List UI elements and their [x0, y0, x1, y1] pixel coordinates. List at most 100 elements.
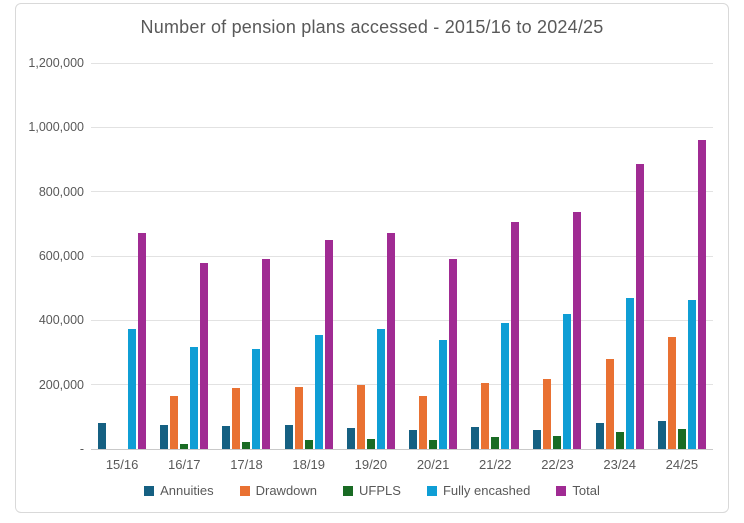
- bar-fully-encashed: [501, 323, 510, 449]
- bar-annuities: [595, 423, 604, 449]
- bar-fully-encashed: [563, 314, 572, 449]
- bar-group-21-22: [464, 63, 526, 449]
- bar-group-22-23: [526, 63, 588, 449]
- bar-group-20-21: [402, 63, 464, 449]
- legend-label-drawdown: Drawdown: [255, 483, 318, 498]
- plot-area: [91, 62, 713, 450]
- bar-ufpls: [553, 436, 562, 449]
- legend-item-total: Total: [556, 483, 600, 498]
- bar-fully-encashed: [252, 349, 261, 449]
- y-axis-tick-label: 1,000,000: [28, 120, 84, 135]
- bar-annuities: [409, 430, 418, 449]
- bar-total: [386, 233, 395, 449]
- x-axis-tick-label: 16/17: [168, 457, 201, 472]
- x-axis-tick-label: 22/23: [541, 457, 574, 472]
- bar-ufpls: [615, 432, 624, 449]
- bar-total: [138, 233, 147, 449]
- bar-group-16-17: [153, 63, 215, 449]
- bar-total: [324, 240, 333, 449]
- bar-drawdown: [170, 396, 179, 449]
- legend-swatch-total: [556, 485, 567, 496]
- bar-drawdown: [419, 396, 428, 449]
- x-axis-tick-label: 15/16: [105, 457, 139, 472]
- bar-fully-encashed: [439, 340, 448, 449]
- bar-fully-encashed: [625, 298, 634, 449]
- legend-label-total: Total: [572, 483, 600, 498]
- bar-drawdown: [543, 379, 552, 449]
- bar-group-15-16: [91, 63, 153, 449]
- bar-fully-encashed: [314, 335, 323, 449]
- bar-annuities: [222, 426, 231, 449]
- bar-drawdown: [294, 387, 303, 449]
- chart-title: Number of pension plans accessed - 2015/…: [140, 17, 604, 37]
- bar-annuities: [346, 428, 355, 449]
- legend-swatch-drawdown: [239, 485, 250, 496]
- bar-group-24-25: [651, 63, 713, 449]
- y-axis-tick-label: 1,200,000: [28, 56, 84, 70]
- legend-item-drawdown: Drawdown: [239, 483, 318, 498]
- x-axis-tick-label: 24/25: [665, 457, 699, 472]
- bar-ufpls: [366, 439, 375, 449]
- legend-item-ufpls: UFPLS: [343, 483, 401, 498]
- x-axis-line: [91, 449, 713, 450]
- gridline: [91, 384, 713, 386]
- x-axis-tick-label: 17/18: [230, 457, 263, 472]
- legend: Annuities Drawdown UFPLS Fully encashed Tota…: [16, 483, 728, 498]
- bar-fully-encashed: [687, 300, 696, 449]
- y-axis-tick-label: 400,000: [38, 313, 84, 328]
- bar-drawdown: [667, 337, 676, 449]
- bar-total: [262, 259, 271, 449]
- legend-item-fully-encashed: Fully encashed: [426, 483, 531, 498]
- legend-swatch-fully-encashed: [426, 485, 437, 496]
- bar-group-19-20: [340, 63, 402, 449]
- legend-label-annuities: Annuities: [160, 483, 214, 498]
- bar-fully-encashed: [128, 329, 137, 449]
- bar-drawdown: [356, 385, 365, 449]
- bar-group-17-18: [215, 63, 277, 449]
- x-axis-tick-label: 18/19: [292, 457, 325, 472]
- bar-annuities: [160, 425, 169, 449]
- gridline: [91, 319, 713, 321]
- x-axis-tick-label: 20/21: [416, 457, 450, 472]
- gridline: [91, 62, 713, 64]
- bar-total: [511, 222, 520, 449]
- bar-ufpls: [429, 440, 438, 449]
- bar-ufpls: [242, 442, 251, 449]
- bar-total: [573, 212, 582, 449]
- bar-drawdown: [605, 359, 614, 449]
- bar-ufpls: [491, 437, 500, 449]
- bar-drawdown: [481, 383, 490, 449]
- bar-total: [697, 140, 706, 449]
- bar-annuities: [533, 430, 542, 449]
- y-axis-tick-label: -: [79, 442, 84, 456]
- bar-annuities: [284, 425, 293, 449]
- y-axis-tick-label: 800,000: [38, 184, 84, 199]
- bar-total: [635, 164, 644, 449]
- gridline: [91, 255, 713, 257]
- legend-label-ufpls: UFPLS: [359, 483, 401, 498]
- legend-label-fully-encashed: Fully encashed: [442, 483, 531, 498]
- gridline: [91, 126, 713, 128]
- bar-annuities: [98, 423, 107, 449]
- x-axis-tick-label: 19/20: [354, 457, 388, 472]
- legend-item-annuities: Annuities: [144, 483, 214, 498]
- bar-ufpls: [304, 440, 313, 449]
- gridline: [91, 191, 713, 193]
- bar-group-23-24: [589, 63, 651, 449]
- y-axis-tick-label: 200,000: [38, 377, 84, 392]
- x-axis-tick-label: 23/24: [603, 457, 636, 472]
- x-axis-tick-label: 21/22: [479, 457, 512, 472]
- bar-total: [200, 263, 209, 449]
- bar-ufpls: [677, 429, 686, 449]
- bar-fully-encashed: [190, 347, 199, 449]
- bar-total: [449, 259, 458, 449]
- legend-swatch-annuities: [144, 485, 155, 496]
- bar-annuities: [657, 421, 666, 449]
- bar-annuities: [471, 427, 480, 449]
- y-axis-tick-label: 600,000: [38, 249, 84, 263]
- bar-group-18-19: [278, 63, 340, 449]
- bar-drawdown: [232, 388, 241, 449]
- legend-swatch-ufpls: [343, 485, 354, 496]
- bar-fully-encashed: [376, 329, 385, 449]
- chart: Number of pension plans accessed - 2015/…: [15, 3, 729, 513]
